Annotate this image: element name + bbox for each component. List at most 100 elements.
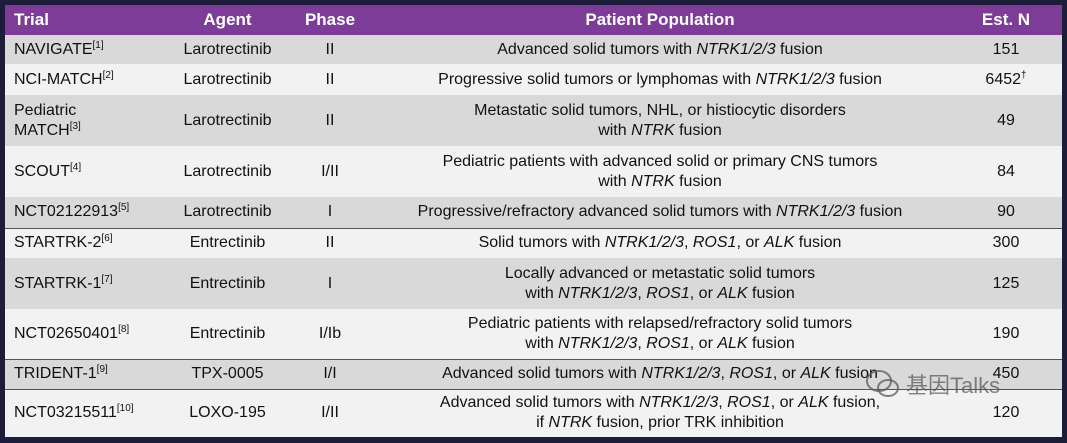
population-line: Advanced solid tumors with NTRK1/2/3, RO…	[370, 393, 950, 413]
population-cell: Locally advanced or metastatic solid tum…	[370, 258, 950, 309]
trial-cell: STARTRK-2[6]	[5, 227, 165, 258]
population-cell: Pediatric patients with relapsed/refract…	[370, 309, 950, 359]
reference: [5]	[118, 202, 130, 214]
agent-cell: Larotrectinib	[183, 203, 272, 221]
gene-name: ROS1	[646, 284, 690, 302]
text-run: with	[598, 121, 632, 139]
gene-name: ALK	[764, 234, 795, 252]
table-row: NCI-MATCH[2] Larotrectinib II Progressive s…	[5, 64, 1062, 95]
population-cell: Progressive solid tumors or lymphomas wi…	[370, 64, 950, 95]
population-line: Metastatic solid tumors, NHL, or histioc…	[370, 101, 950, 121]
est-n-cell: 450	[950, 358, 1062, 389]
agent-cell: Entrectinib	[189, 274, 266, 292]
wechat-icon	[866, 370, 899, 397]
reference: [10]	[116, 403, 134, 415]
gene-name: ALK	[798, 394, 829, 412]
text-run: Advanced solid tumors with	[497, 40, 697, 58]
text-run: fusion	[747, 284, 795, 302]
text-run: with	[525, 334, 559, 352]
gene-name: ROS1	[646, 334, 690, 352]
agent-cell: Larotrectinib	[183, 162, 272, 180]
text-run: fusion	[674, 121, 722, 139]
gene-name: NTRK1/2/3	[755, 70, 835, 88]
est-n-cell: 49	[950, 95, 1062, 146]
gene-name: NTRK1/2/3	[604, 234, 684, 252]
population-line: Progressive/refractory advanced solid tu…	[370, 202, 950, 222]
population-cell: Pediatric patients with advanced solid o…	[370, 146, 950, 197]
column-header: Patient Population	[370, 5, 950, 35]
population-line: Solid tumors with NTRK1/2/3, ROS1, or AL…	[370, 233, 950, 253]
table-row: STARTRK-2[6] Entrectinib II Solid tumors wi…	[5, 227, 1062, 258]
gene-name: NTRK1/2/3	[558, 334, 638, 352]
text-run: Locally advanced or metastatic solid tum…	[504, 264, 816, 282]
agent-cell: Entrectinib	[189, 324, 266, 342]
text-run: fusion, prior TRK inhibition	[592, 414, 784, 432]
phase-cell: I	[327, 274, 333, 292]
est-n-cell: 90	[950, 197, 1062, 228]
gene-name: NTRK	[548, 414, 593, 432]
trials-table: Trial Agent Phase Patient Population Est. N …	[5, 5, 1062, 437]
trial-cell: NCT02650401[8]	[5, 309, 165, 359]
est-n: 300	[992, 234, 1020, 252]
est-n: 190	[992, 324, 1020, 342]
text-run: with	[598, 172, 632, 190]
watermark-text: 基因Talks	[906, 373, 1001, 398]
reference: [7]	[101, 273, 113, 285]
trial-cell: SCOUT[4]	[5, 146, 165, 197]
gene-name: NTRK1/2/3	[558, 284, 638, 302]
population-line: Pediatric patients with relapsed/refract…	[370, 314, 950, 334]
population-cell: Solid tumors with NTRK1/2/3, ROS1, or AL…	[370, 227, 950, 258]
est-n: 125	[992, 274, 1020, 292]
trial-name: NCI-MATCH	[14, 70, 103, 88]
reference: [4]	[70, 161, 82, 173]
est-n-cell: 6452†	[950, 64, 1062, 95]
text-run: ,	[683, 234, 693, 252]
est-n: 6452	[985, 70, 1022, 88]
est-n-cell: 84	[950, 146, 1062, 197]
footnote-mark: †	[1021, 69, 1027, 81]
gene-name: NTRK	[631, 172, 675, 190]
gene-name: ALK	[800, 365, 831, 382]
gene-name: NTRK1/2/3	[641, 365, 721, 382]
text-run: if	[536, 414, 549, 432]
text-run: , or	[736, 234, 765, 252]
text-run: Pediatric patients with advanced solid o…	[442, 152, 878, 170]
trial-cell: Pediatric MATCH[3]	[5, 95, 165, 146]
trial-name: TRIDENT-1	[14, 365, 97, 382]
agent-cell: Larotrectinib	[183, 111, 272, 129]
gene-name: ALK	[717, 284, 748, 302]
column-header: Trial	[5, 5, 165, 35]
population-line: Pediatric patients with advanced solid o…	[370, 152, 950, 172]
text-run: Advanced solid tumors with	[442, 365, 642, 382]
column-header: Agent	[165, 5, 290, 35]
gene-name: NTRK1/2/3	[776, 203, 856, 221]
phase-cell: I/I	[290, 358, 370, 389]
population-line: with NTRK fusion	[370, 121, 950, 141]
phase-cell: II	[325, 70, 335, 88]
reference: [1]	[92, 39, 104, 51]
reference: [6]	[101, 233, 113, 245]
est-n-cell: 190	[950, 309, 1062, 359]
reference: [8]	[118, 323, 130, 335]
phase-cell: I/II	[290, 388, 370, 437]
est-n-cell: 300	[950, 227, 1062, 258]
est-n: 90	[997, 203, 1015, 221]
text-run: ,	[637, 334, 647, 352]
gene-name: NTRK	[631, 121, 675, 139]
agent-cell: Larotrectinib	[183, 40, 272, 58]
text-run: Metastatic solid tumors, NHL, or histioc…	[474, 101, 846, 119]
table-row: NAVIGATE[1] Larotrectinib II Advanced solid…	[5, 35, 1062, 64]
population-cell: Metastatic solid tumors, NHL, or histioc…	[370, 95, 950, 146]
table-row: NCT02650401[8] Entrectinib I/Ib Pediatric p…	[5, 309, 1062, 359]
agent-cell: TPX-0005	[165, 358, 290, 389]
trial-name: NCT03215511	[14, 404, 117, 422]
text-run: Pediatric patients with relapsed/refract…	[467, 314, 853, 332]
population-line: with NTRK1/2/3, ROS1, or ALK fusion	[370, 284, 950, 304]
text-run: Progressive solid tumors or lymphomas wi…	[438, 70, 756, 88]
table-row: Pediatric MATCH[3] Larotrectinib II Metastat…	[5, 95, 1062, 146]
population-cell: Progressive/refractory advanced solid tu…	[370, 197, 950, 228]
text-run: fusion	[747, 334, 795, 352]
gene-name: ROS1	[729, 365, 773, 382]
table-row: STARTRK-1[7] Entrectinib I Locally advanced…	[5, 258, 1062, 309]
trial-cell: NAVIGATE[1]	[5, 35, 165, 64]
